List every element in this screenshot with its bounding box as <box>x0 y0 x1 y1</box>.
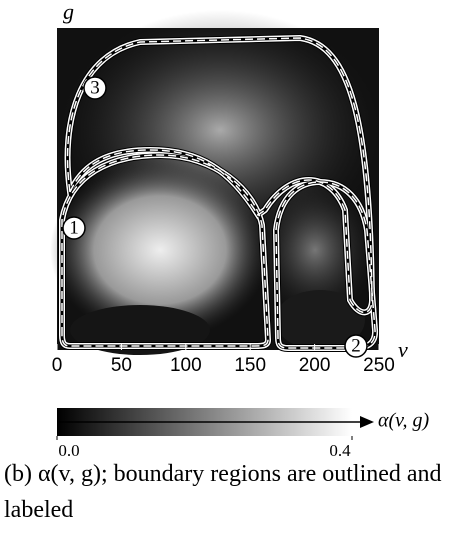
colorbar-tick-label: 0.0 <box>58 441 79 456</box>
x-tick-label: 100 <box>170 355 202 376</box>
region-label: 3 <box>90 77 100 98</box>
region-label: 1 <box>69 217 79 238</box>
region-label: 2 <box>351 335 361 356</box>
y-axis-label: g <box>63 0 74 24</box>
x-axis-label: v <box>398 337 408 362</box>
region-badge <box>62 216 86 240</box>
figure: g v α(v, g) 0 50 100 150 200 250 0.0 0.4 1 2 3 <box>50 0 430 456</box>
x-tick-label: 200 <box>299 355 331 376</box>
x-tick-label: 150 <box>234 355 266 376</box>
x-tick-label: 250 <box>363 355 395 376</box>
x-tick-label: 0 <box>52 355 63 376</box>
region-badge <box>83 76 107 100</box>
arrow-head <box>360 416 374 428</box>
x-tick-label: 50 <box>111 355 132 376</box>
colorbar-tick-label: 0.4 <box>329 441 351 456</box>
caption: (b) α(v, g); boundary regions are outlin… <box>4 461 442 523</box>
colorbar-label: α(v, g) <box>378 410 430 432</box>
region-badge <box>344 334 368 358</box>
